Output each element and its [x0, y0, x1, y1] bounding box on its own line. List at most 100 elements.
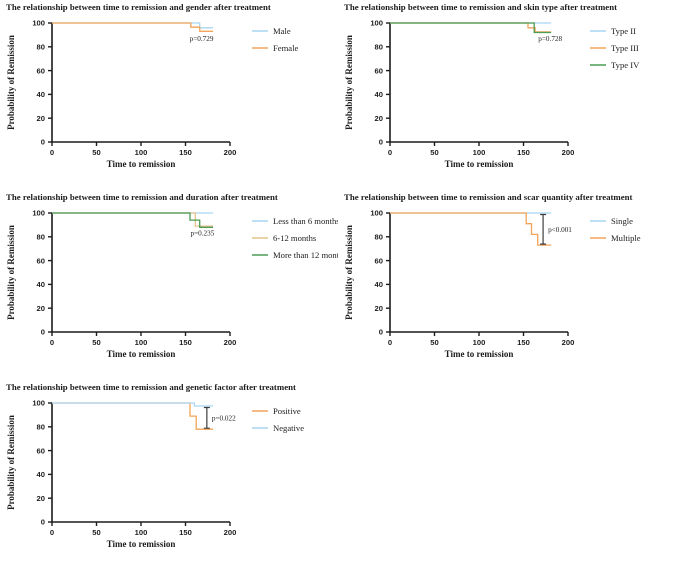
y-tick-label: 40 [375, 280, 383, 289]
x-tick-label: 200 [562, 338, 575, 347]
x-axis-title: Time to remission [107, 349, 176, 359]
x-tick-label: 0 [388, 338, 392, 347]
x-axis-title: Time to remission [107, 159, 176, 169]
x-tick-label: 0 [50, 338, 54, 347]
km-plot-skin-type-svg: The relationship between time to remissi… [344, 2, 640, 169]
legend-label: Single [611, 216, 633, 226]
p-value-label: p=0.729 [190, 35, 214, 43]
y-axis-title: Probability of Remission [6, 225, 16, 320]
y-tick-label: 100 [32, 19, 45, 28]
series-line-negative [52, 402, 214, 407]
y-tick-label: 20 [37, 114, 45, 123]
x-tick-label: 0 [50, 148, 54, 157]
y-tick-label: 20 [37, 304, 45, 313]
y-tick-label: 60 [37, 66, 45, 75]
x-tick-label: 50 [92, 148, 100, 157]
p-value-label: p=0.728 [538, 35, 562, 43]
y-tick-label: 20 [375, 304, 383, 313]
x-tick-label: 150 [179, 338, 192, 347]
plot-title: The relationship between time to remissi… [344, 192, 633, 202]
y-axis-title: Probability of Remission [344, 35, 354, 130]
y-tick-label: 0 [41, 328, 45, 337]
plot-title: The relationship between time to remissi… [6, 192, 278, 202]
legend-label: More than 12 months [273, 250, 338, 260]
y-tick-label: 80 [37, 43, 45, 52]
y-tick-label: 60 [37, 446, 45, 455]
km-plot-scar-quantity: The relationship between time to remissi… [338, 190, 676, 380]
x-tick-label: 200 [224, 338, 237, 347]
y-tick-label: 40 [37, 90, 45, 99]
legend-label: 6-12 months [273, 233, 317, 243]
p-value-label: p=0.235 [190, 230, 214, 238]
legend-label: Female [273, 43, 298, 53]
x-tick-label: 100 [135, 528, 148, 537]
y-tick-label: 60 [375, 256, 383, 265]
x-axis-title: Time to remission [445, 349, 514, 359]
y-axis-title: Probability of Remission [344, 225, 354, 320]
series-line-type-iii [390, 22, 552, 33]
x-tick-label: 100 [473, 148, 486, 157]
y-tick-label: 80 [37, 423, 45, 432]
series-line-male [52, 22, 214, 29]
y-tick-label: 20 [37, 494, 45, 503]
axis-line [389, 213, 568, 333]
y-axis-title: Probability of Remission [6, 35, 16, 130]
series-line-type-iv [390, 22, 552, 34]
y-tick-label: 60 [37, 256, 45, 265]
legend-label: Negative [273, 423, 304, 433]
legend-label: Type IV [611, 60, 640, 70]
x-axis-title: Time to remission [445, 159, 514, 169]
km-plot-duration-svg: The relationship between time to remissi… [6, 192, 338, 359]
y-axis-title: Probability of Remission [6, 415, 16, 510]
km-plot-genetic-factor: The relationship between time to remissi… [0, 380, 338, 563]
y-tick-label: 0 [379, 328, 383, 337]
y-tick-label: 20 [375, 114, 383, 123]
x-tick-label: 200 [224, 148, 237, 157]
y-tick-label: 80 [375, 43, 383, 52]
p-value-label: p<0.001 [548, 226, 572, 234]
series-line-multiple [390, 212, 552, 246]
x-tick-label: 50 [430, 148, 438, 157]
x-tick-label: 200 [562, 148, 575, 157]
plot-title: The relationship between time to remissi… [6, 382, 296, 392]
km-plot-genetic-factor-svg: The relationship between time to remissi… [6, 382, 304, 549]
x-tick-label: 150 [517, 148, 530, 157]
km-plot-duration: The relationship between time to remissi… [0, 190, 338, 380]
legend-label: Type II [611, 26, 636, 36]
y-tick-label: 40 [37, 470, 45, 479]
y-tick-label: 100 [32, 209, 45, 218]
legend-label: Male [273, 26, 291, 36]
significance-bracket [540, 213, 547, 245]
y-tick-label: 100 [370, 209, 383, 218]
series-line-female [52, 22, 214, 32]
x-tick-label: 150 [179, 148, 192, 157]
plot-title: The relationship between time to remissi… [6, 2, 271, 12]
axis-line [51, 403, 230, 523]
x-axis-title: Time to remission [107, 539, 176, 549]
x-tick-label: 150 [179, 528, 192, 537]
y-tick-label: 60 [375, 66, 383, 75]
x-tick-label: 50 [92, 338, 100, 347]
x-tick-label: 50 [92, 528, 100, 537]
legend-label: Type III [611, 43, 639, 53]
significance-bracket [203, 406, 210, 429]
x-tick-label: 100 [135, 148, 148, 157]
km-plot-gender: The relationship between time to remissi… [0, 0, 338, 190]
series-line-positive [52, 402, 214, 430]
legend-label: Less than 6 months [273, 216, 338, 226]
legend-label: Multiple [611, 233, 641, 243]
x-tick-label: 200 [224, 528, 237, 537]
x-tick-label: 0 [388, 148, 392, 157]
km-plot-gender-svg: The relationship between time to remissi… [6, 2, 298, 169]
y-tick-label: 100 [32, 399, 45, 408]
x-tick-label: 100 [473, 338, 486, 347]
y-tick-label: 0 [41, 518, 45, 527]
plot-title: The relationship between time to remissi… [344, 2, 617, 12]
km-plot-skin-type: The relationship between time to remissi… [338, 0, 676, 190]
x-tick-label: 100 [135, 338, 148, 347]
x-tick-label: 0 [50, 528, 54, 537]
y-tick-label: 80 [37, 233, 45, 242]
x-tick-label: 150 [517, 338, 530, 347]
y-tick-label: 40 [375, 90, 383, 99]
